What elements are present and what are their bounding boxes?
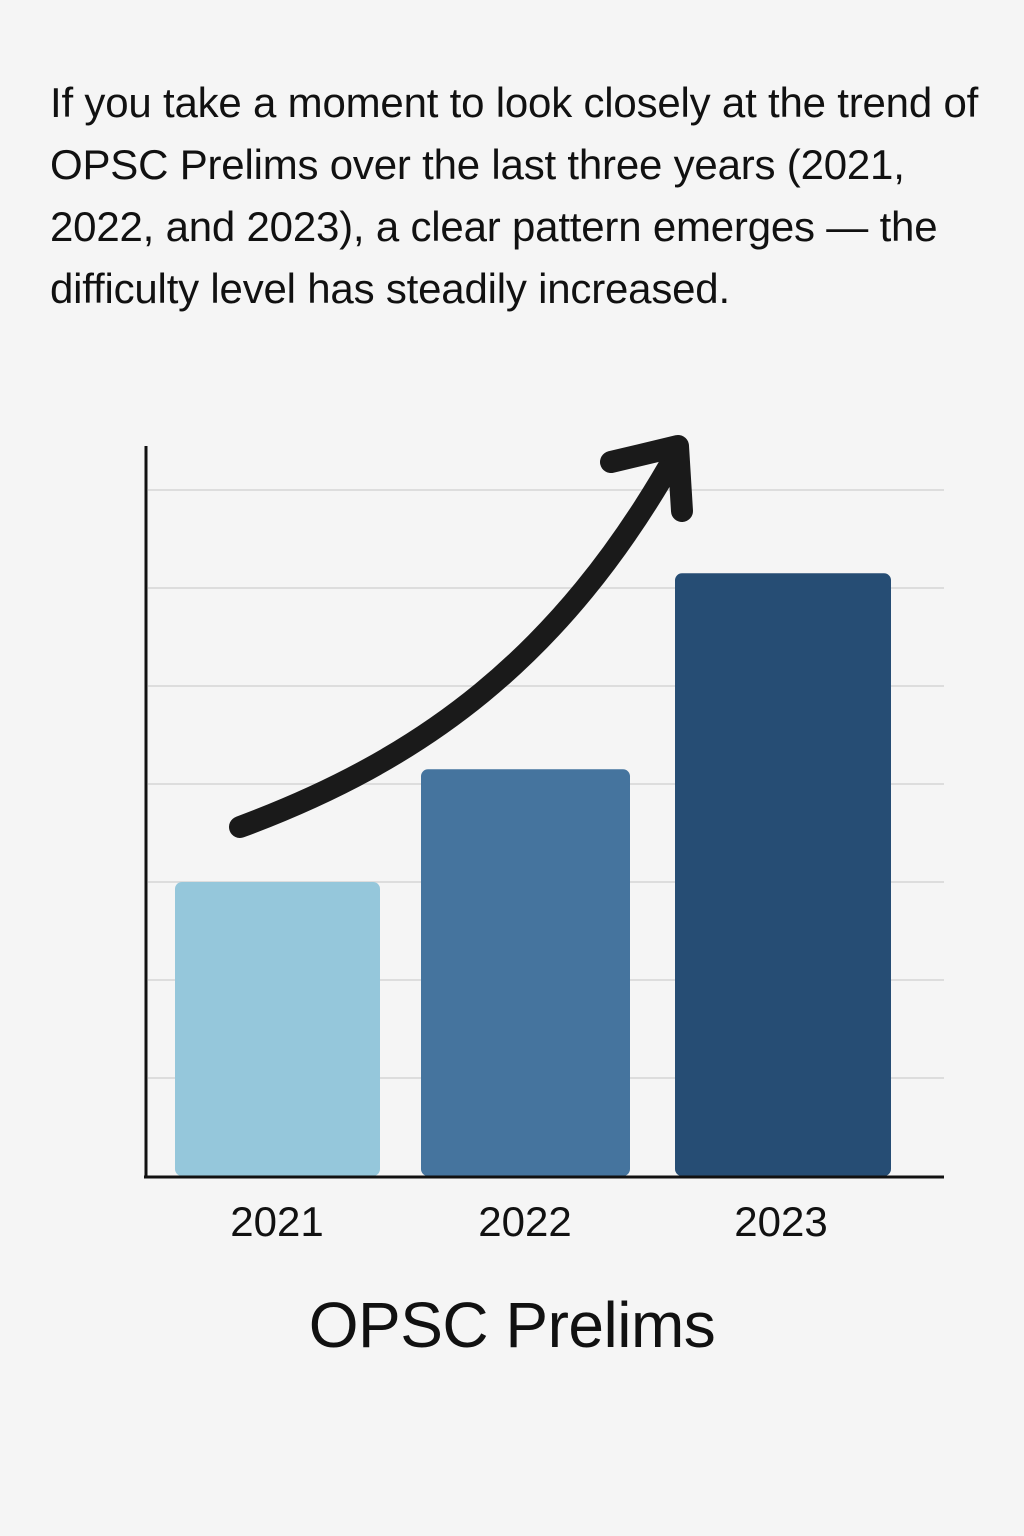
- x-tick-labels: 2021 2022 2023: [230, 1198, 827, 1245]
- intro-paragraph: If you take a moment to look closely at …: [50, 79, 979, 312]
- x-tick-label: 2021: [230, 1198, 323, 1245]
- chart-title: OPSC Prelims: [308, 1289, 716, 1361]
- bar-2021: [175, 882, 380, 1176]
- bars: [175, 573, 891, 1176]
- x-tick-label: 2022: [478, 1198, 571, 1245]
- x-tick-label: 2023: [734, 1198, 827, 1245]
- axes: [144, 446, 944, 1179]
- bar-2023: [675, 573, 891, 1176]
- bar-2022: [421, 769, 630, 1176]
- trend-arrow-icon: [229, 435, 693, 838]
